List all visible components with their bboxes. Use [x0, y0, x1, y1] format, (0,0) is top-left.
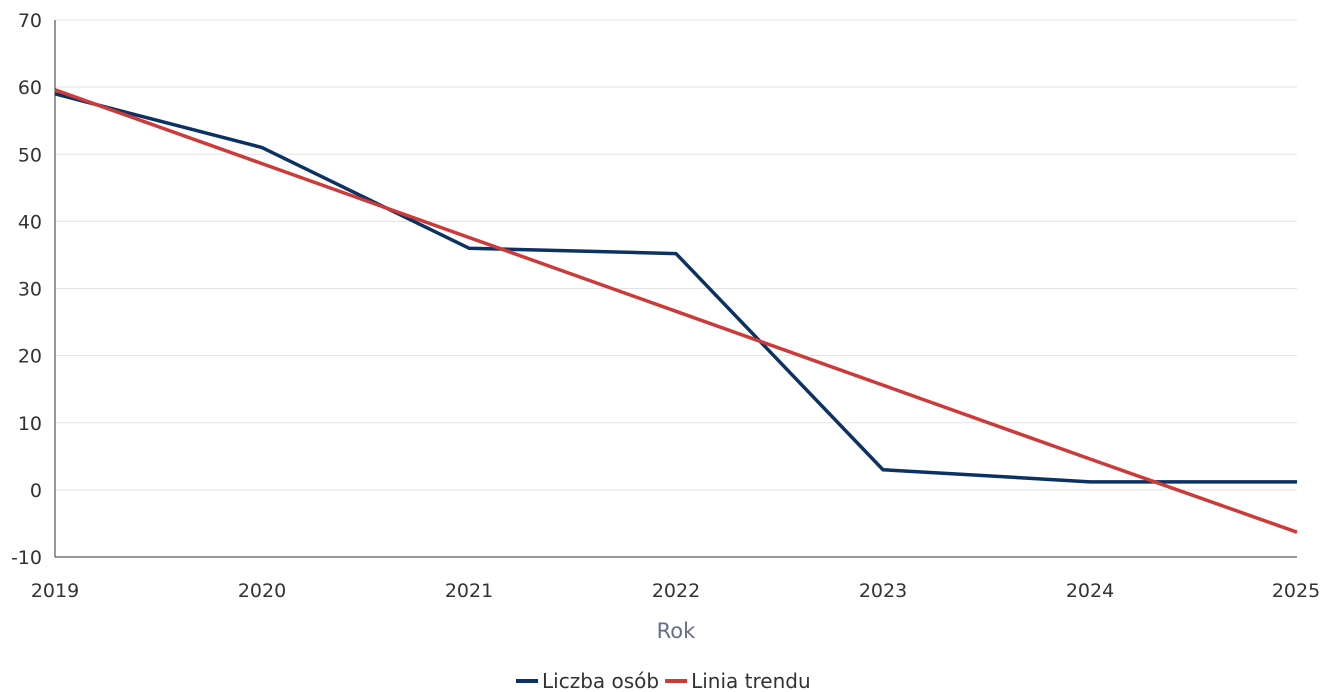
y-tick-label: 40 — [18, 211, 42, 233]
y-tick-label: 0 — [30, 480, 42, 502]
axes — [54, 20, 1297, 558]
legend-swatch — [665, 679, 688, 683]
y-tick-label: 20 — [18, 346, 42, 368]
legend-label: Liczba osób — [542, 669, 659, 692]
legend-item: Linia trendu — [665, 669, 811, 692]
series-line-linia-trendu — [54, 88, 1298, 534]
x-tick-label: 2019 — [31, 580, 79, 602]
y-tick-label: 70 — [18, 10, 42, 32]
gridlines — [55, 19, 1297, 491]
y-tick-labels: -10 0 10 20 30 40 50 60 70 — [11, 10, 42, 569]
x-tick-label: 2020 — [238, 580, 286, 602]
x-tick-label: 2023 — [859, 580, 907, 602]
series-line-liczba-osob — [54, 92, 1297, 484]
y-tick-label: -10 — [11, 547, 42, 569]
legend-swatch — [516, 679, 538, 683]
legend-item: Liczba osób — [516, 669, 659, 692]
x-tick-label: 2021 — [445, 580, 493, 602]
y-tick-label: 50 — [18, 144, 42, 166]
x-tick-label: 2022 — [652, 580, 700, 602]
legend-label: Linia trendu — [691, 669, 811, 692]
y-tick-label: 30 — [18, 279, 42, 301]
legend: Liczba osób Linia trendu — [516, 669, 811, 692]
x-tick-label: 2025 — [1272, 580, 1320, 602]
x-axis-title: Rok — [657, 619, 696, 643]
y-tick-label: 10 — [18, 413, 42, 435]
x-tick-label: 2024 — [1066, 580, 1114, 602]
y-tick-label: 60 — [18, 77, 42, 99]
series-lines — [54, 88, 1298, 534]
x-tick-labels: 2019 2020 2021 2022 2023 2024 2025 — [31, 580, 1320, 602]
